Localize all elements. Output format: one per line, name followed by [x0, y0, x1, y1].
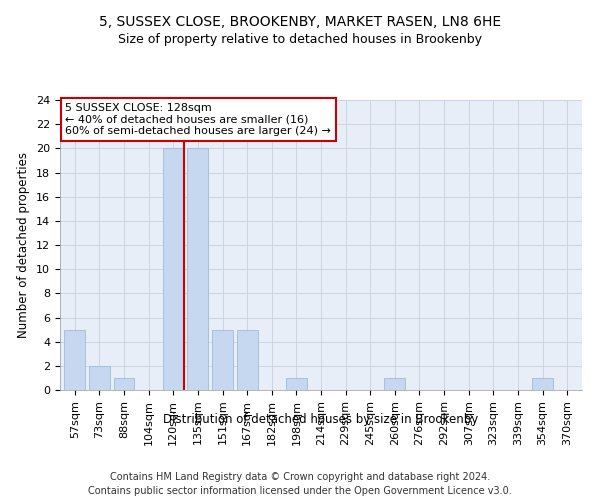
Bar: [385, 378, 406, 390]
Bar: [64, 330, 85, 390]
Bar: [163, 148, 184, 390]
Y-axis label: Number of detached properties: Number of detached properties: [17, 152, 31, 338]
Text: Contains public sector information licensed under the Open Government Licence v3: Contains public sector information licen…: [88, 486, 512, 496]
Bar: [89, 366, 110, 390]
Text: Distribution of detached houses by size in Brookenby: Distribution of detached houses by size …: [163, 412, 479, 426]
Text: Contains HM Land Registry data © Crown copyright and database right 2024.: Contains HM Land Registry data © Crown c…: [110, 472, 490, 482]
Bar: [187, 148, 208, 390]
Bar: [286, 378, 307, 390]
Text: 5 SUSSEX CLOSE: 128sqm
← 40% of detached houses are smaller (16)
60% of semi-det: 5 SUSSEX CLOSE: 128sqm ← 40% of detached…: [65, 103, 331, 136]
Bar: [532, 378, 553, 390]
Bar: [113, 378, 134, 390]
Text: Size of property relative to detached houses in Brookenby: Size of property relative to detached ho…: [118, 32, 482, 46]
Bar: [236, 330, 257, 390]
Bar: [212, 330, 233, 390]
Text: 5, SUSSEX CLOSE, BROOKENBY, MARKET RASEN, LN8 6HE: 5, SUSSEX CLOSE, BROOKENBY, MARKET RASEN…: [99, 15, 501, 29]
